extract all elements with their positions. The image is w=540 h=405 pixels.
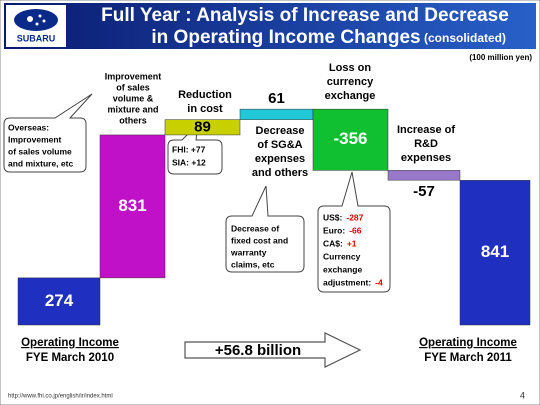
category-label: volume & [113, 93, 154, 103]
bar [312, 108, 389, 171]
callout-text: Euro: [323, 225, 345, 235]
callout-text: SIA: +12 [172, 157, 206, 167]
callout-text: warranty [230, 247, 267, 257]
value-label: 89 [194, 118, 211, 135]
logo-star [35, 22, 39, 26]
bar [459, 180, 531, 326]
category-label: exchange [325, 90, 376, 102]
category-label: FYE March 2011 [424, 352, 512, 364]
value-label: -356 [333, 129, 367, 148]
callout-value: -4 [375, 277, 383, 287]
bar [239, 108, 314, 120]
category-label: Decrease [256, 125, 305, 137]
logo-star [38, 14, 42, 18]
callout-text: exchange [323, 264, 362, 274]
category-label: of sales [116, 82, 150, 92]
callout-box [3, 93, 93, 173]
footer-url: http://www.fhi.co.jp/english/ir/index.ht… [8, 394, 113, 400]
callout-box [167, 122, 223, 175]
value-label: 831 [118, 196, 146, 215]
value-label: -57 [413, 183, 435, 200]
category-label: in cost [187, 103, 223, 115]
value-label: 841 [481, 242, 509, 261]
callout-box [225, 185, 305, 273]
category-label: currency [327, 76, 374, 88]
category-label: Reduction [178, 89, 232, 101]
logo-star [27, 16, 33, 22]
callout-text: adjustment: [323, 277, 371, 287]
logo-text: SUBARU [17, 33, 56, 43]
callout-text: claims, etc [231, 259, 275, 269]
callout-text: fixed cost and [231, 235, 288, 245]
change-arrow [184, 332, 362, 368]
callout-text: Currency [323, 251, 361, 261]
category-label: mixture and [107, 104, 158, 114]
bar [387, 170, 461, 181]
category-label: Loss on [329, 62, 371, 74]
callout-box [317, 171, 391, 293]
category-label: expenses [255, 153, 305, 165]
bar [17, 277, 101, 326]
category-label: Increase of [397, 124, 455, 136]
callout-text: of sales volume [8, 146, 72, 156]
callout-text: Decrease of [231, 223, 279, 233]
unit-note: (100 million yen) [469, 53, 532, 62]
callout-value: +1 [347, 238, 357, 248]
category-label: others [119, 115, 147, 125]
callout-text: FHI: +77 [172, 144, 206, 154]
category-label: Operating Income [419, 337, 517, 349]
callout-text: US$: [323, 212, 343, 222]
callout-text: CA$: [323, 238, 343, 248]
callout-value: -287 [346, 212, 363, 222]
category-label: Improvement [105, 71, 162, 81]
category-label: of SG&A [257, 139, 302, 151]
callout-text: Improvement [8, 134, 62, 144]
logo-mark [14, 9, 58, 31]
chart-title: in Operating Income Changes [151, 27, 420, 48]
callout-text: Overseas: [8, 122, 49, 132]
value-label: 274 [45, 291, 74, 310]
page-number: 4 [520, 390, 525, 400]
category-label: and others [252, 167, 308, 179]
category-label: expenses [401, 152, 451, 164]
value-label: 61 [268, 90, 285, 107]
callout-text: and mixture, etc [8, 158, 73, 168]
header-bar [4, 3, 536, 49]
change-label: +56.8 billion [215, 342, 301, 359]
category-label: Operating Income [21, 337, 119, 349]
bar [99, 134, 166, 279]
chart-title: Full Year : Analysis of Increase and Dec… [101, 5, 509, 26]
category-label: R&D [414, 138, 438, 150]
chart-subtitle: (consolidated) [424, 31, 506, 45]
bar [164, 119, 241, 136]
logo-star [42, 19, 46, 23]
category-label: FYE March 2010 [26, 352, 114, 364]
callout-value: -66 [349, 225, 362, 235]
